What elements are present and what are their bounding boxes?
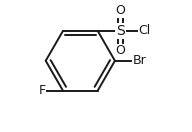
Text: Br: Br (132, 54, 146, 67)
Text: F: F (38, 84, 45, 97)
Text: O: O (116, 44, 125, 57)
Text: Cl: Cl (138, 24, 150, 37)
Text: S: S (116, 24, 125, 38)
Text: O: O (116, 4, 125, 17)
